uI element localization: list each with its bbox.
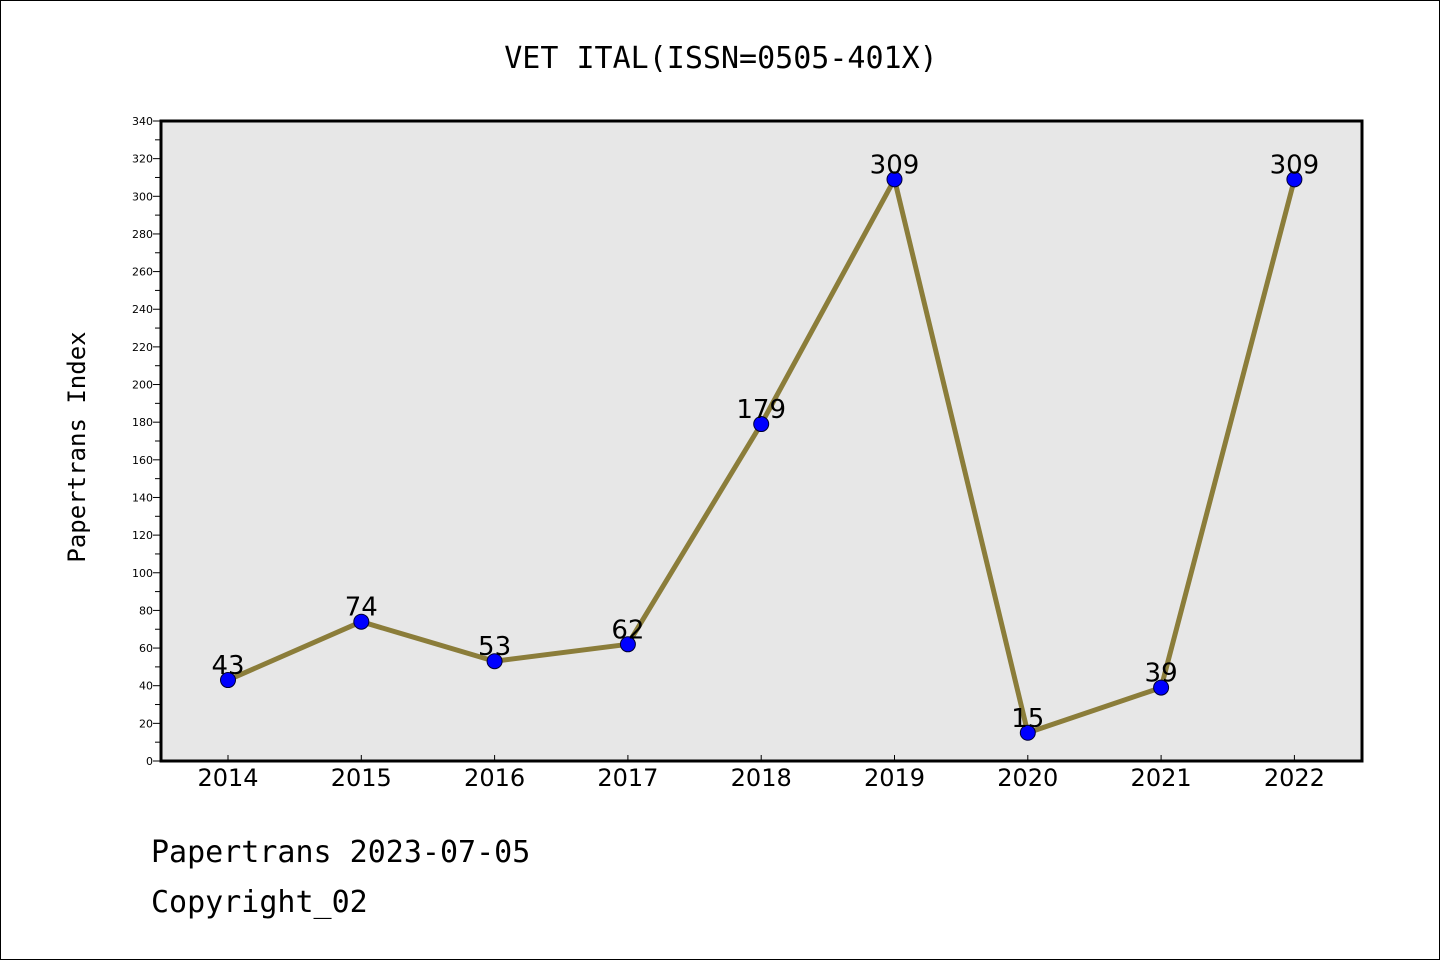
y-tick-label: 60 [139,642,153,655]
data-point-marker [886,171,903,188]
x-tick-label: 2017 [597,764,658,792]
y-tick-label: 300 [132,190,153,203]
plot-border [159,119,1364,763]
data-point-marker [619,636,636,653]
data-point-marker [1019,724,1036,741]
data-point-label: 43 [211,651,244,681]
data-point-marker [486,653,503,670]
y-tick-label: 340 [132,115,153,128]
x-tick-label: 2016 [464,764,525,792]
y-tick-label: 40 [139,680,153,693]
data-labels: 43 74 53 62 179 309 15 39 309 [211,150,1319,733]
data-point-label: 74 [345,593,378,623]
x-tick-label: 2020 [997,764,1058,792]
y-tick-label: 120 [132,529,153,542]
data-point-marker [753,416,770,433]
data-point-label: 309 [870,150,920,180]
y-tick-label: 0 [146,755,153,768]
data-point-label: 15 [1011,704,1044,734]
data-point-marker [353,613,370,630]
data-point-label: 62 [611,615,644,645]
data-point-marker [1286,171,1303,188]
x-tick-label: 2021 [1131,764,1192,792]
series-line-group [220,171,1303,741]
footer-copyright: Copyright_02 [151,885,368,920]
data-point-marker [220,672,236,689]
y-tick-label: 100 [132,567,153,580]
y-tick-label: 320 [132,153,153,166]
y-tick-label: 260 [132,266,153,279]
y-tick-label: 160 [132,454,153,467]
footer-date: Papertrans 2023-07-05 [151,835,531,870]
data-point-marker [1153,679,1170,696]
x-tick-label: 2014 [197,764,258,792]
y-tick-label: 180 [132,416,153,429]
y-tick-label: 240 [132,303,153,316]
x-tick-label: 2022 [1264,764,1325,792]
data-point-label: 309 [1270,150,1320,180]
x-tick-label: 2019 [864,764,925,792]
plot-area [161,121,1362,761]
data-point-label: 53 [478,632,511,662]
y-axis-label: Papertrans Index [63,331,91,562]
chart-title: VET ITAL(ISSN=0505-401X) [504,41,937,76]
y-tick-label: 220 [132,341,153,354]
y-tick-label: 140 [132,491,153,504]
y-tick-label: 20 [139,717,153,730]
y-tick-label: 80 [139,604,153,617]
x-tick-label: 2015 [331,764,392,792]
x-axis: 2014 2015 2016 2017 2018 2019 2020 2021 2022 [197,755,1325,792]
data-point-label: 39 [1145,659,1178,689]
y-axis: 0 20 40 60 80 100 120 140 160 180 200 220 240 260 280 3… [132,115,161,768]
data-point-label: 179 [736,395,786,425]
y-tick-label: 280 [132,228,153,241]
y-tick-label: 200 [132,379,153,392]
x-tick-label: 2018 [731,764,792,792]
